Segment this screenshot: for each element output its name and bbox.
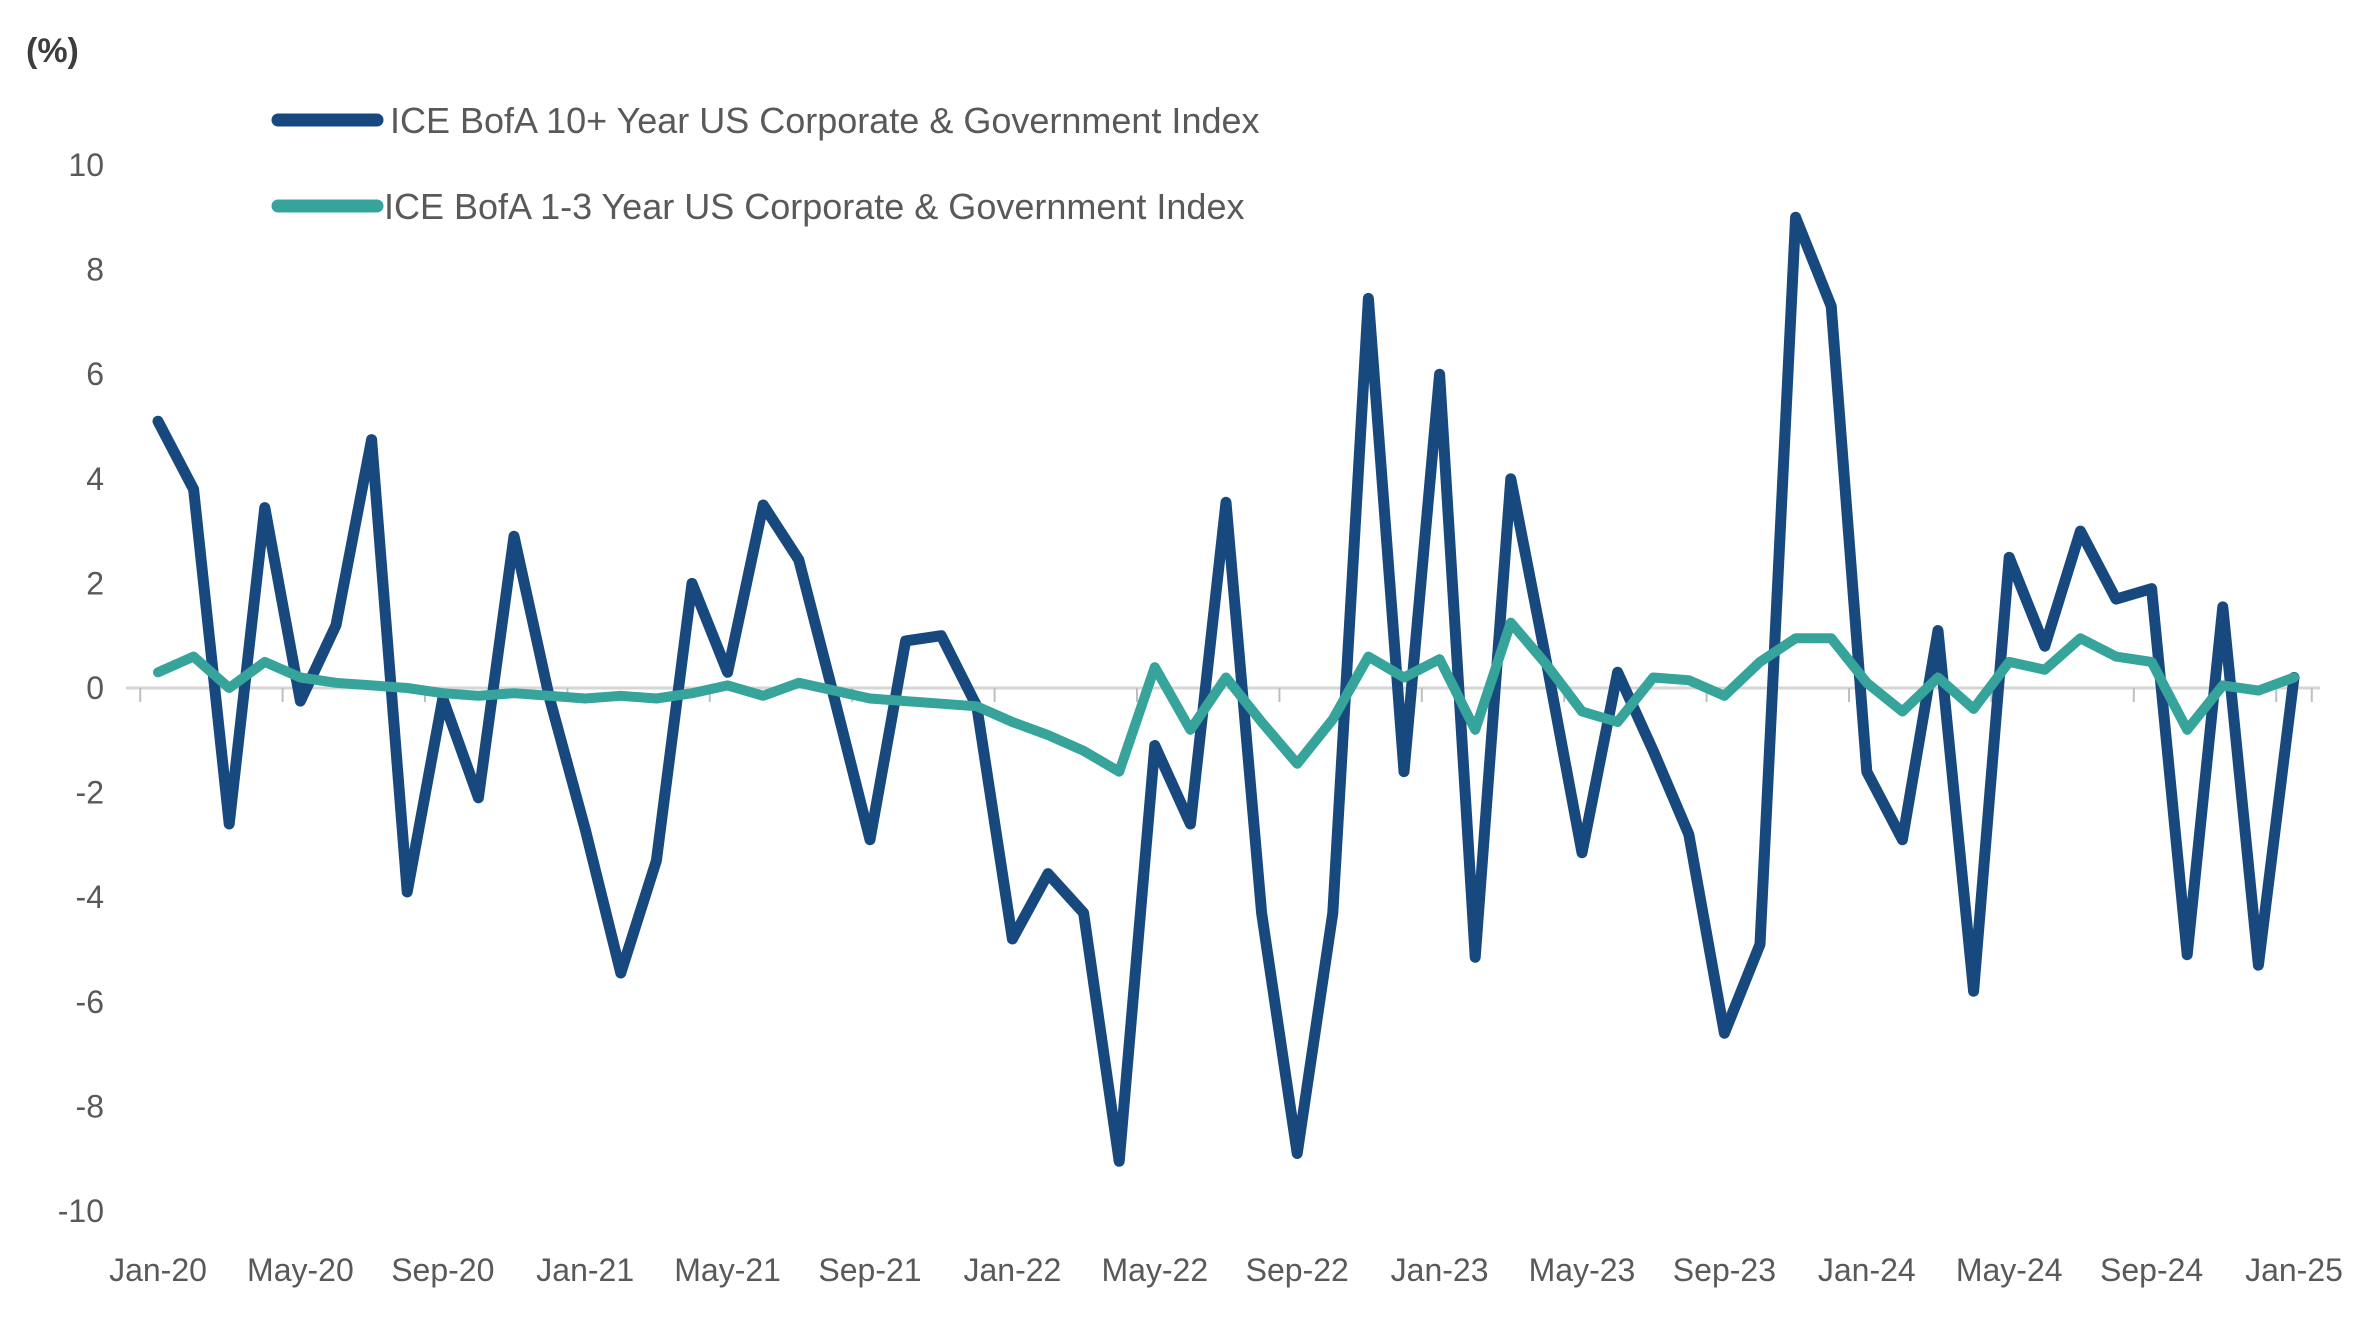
series-line-1-3-year-index (153, 617, 2299, 777)
x-tick-label: Sep-20 (391, 1252, 494, 1288)
x-axis-tick-labels: Jan-20 May-20 Sep-20 Jan-21 May-21 Sep-21 Jan-… (109, 1252, 2343, 1288)
y-tick-label: 4 (86, 461, 104, 497)
series-line-10plus-year-index (152, 211, 2300, 1167)
y-tick-label: -8 (76, 1088, 104, 1124)
x-tick-label: Jan-25 (2245, 1252, 2343, 1288)
x-tick-label: Jan-24 (1818, 1252, 1916, 1288)
y-tick-label: 10 (68, 147, 104, 183)
y-axis-unit-label: (%) (26, 32, 79, 70)
y-tick-label: -10 (58, 1193, 104, 1229)
legend-label-1to3: ICE BofA 1-3 Year US Corporate & Governm… (384, 186, 1244, 227)
x-tick-label: May-21 (674, 1252, 781, 1288)
x-tick-label: Jan-23 (1391, 1252, 1489, 1288)
legend: ICE BofA 10+ Year US Corporate & Governm… (271, 100, 1260, 227)
x-tick-label: Sep-23 (1673, 1252, 1776, 1288)
legend-item-1to3: ICE BofA 1-3 Year US Corporate & Governm… (271, 186, 1244, 227)
y-tick-label: -4 (76, 879, 104, 915)
x-tick-label: May-20 (247, 1252, 354, 1288)
series-lines (152, 211, 2300, 1167)
x-tick-label: Sep-24 (2100, 1252, 2203, 1288)
y-axis-tick-labels: 10 8 6 4 2 0 -2 -4 -6 -8 -10 (58, 147, 104, 1229)
x-tick-label: May-23 (1529, 1252, 1636, 1288)
x-tick-label: Sep-22 (1246, 1252, 1349, 1288)
x-tick-label: Jan-21 (536, 1252, 634, 1288)
legend-label-10plus: ICE BofA 10+ Year US Corporate & Governm… (390, 100, 1260, 141)
x-tick-label: Sep-21 (818, 1252, 921, 1288)
y-tick-label: 6 (86, 356, 104, 392)
y-tick-label: 2 (86, 565, 104, 601)
x-tick-label: Jan-22 (963, 1252, 1061, 1288)
y-tick-label: 0 (86, 670, 104, 706)
x-tick-label: May-22 (1101, 1252, 1208, 1288)
y-tick-label: -6 (76, 984, 104, 1020)
y-tick-label: 8 (86, 252, 104, 288)
legend-item-10plus: ICE BofA 10+ Year US Corporate & Governm… (271, 100, 1260, 141)
x-tick-label: Jan-20 (109, 1252, 207, 1288)
y-tick-label: -2 (76, 775, 104, 811)
x-tick-label: May-24 (1956, 1252, 2063, 1288)
